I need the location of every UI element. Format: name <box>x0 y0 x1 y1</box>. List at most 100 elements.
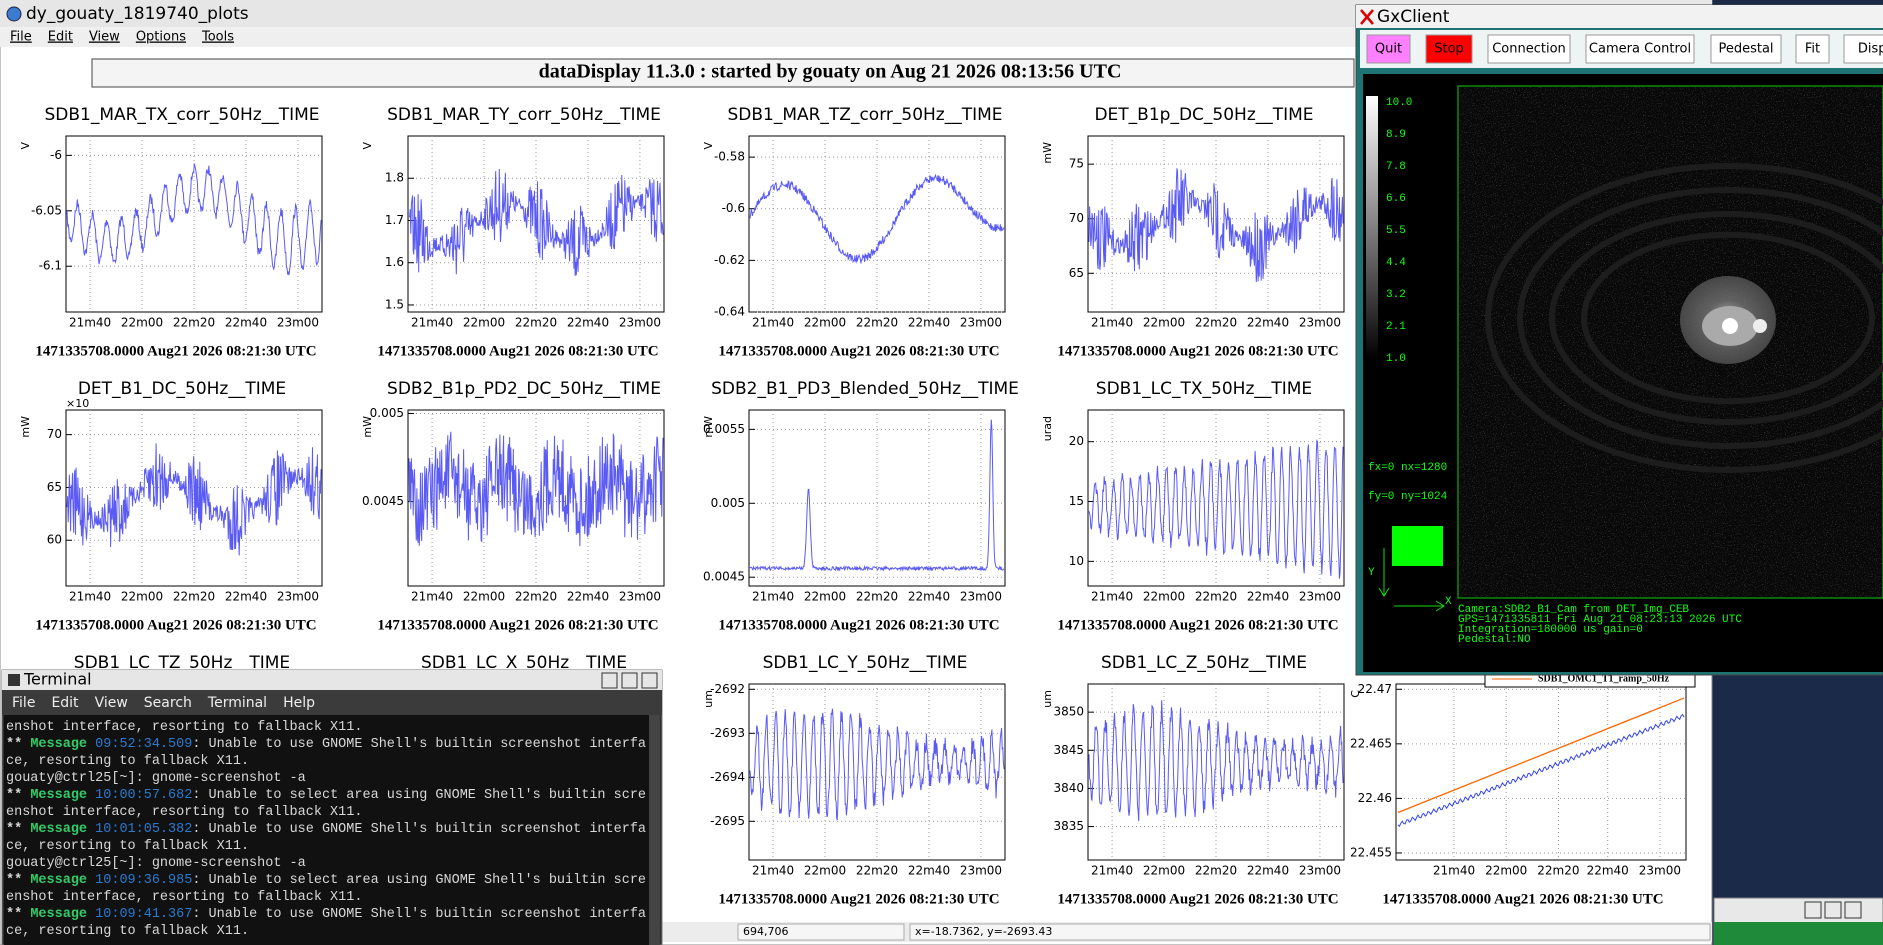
gx-button[interactable] <box>1795 34 1830 64</box>
plot-footer: 1471335708.0000 Aug21 2026 08:21:30 UTC <box>35 617 316 633</box>
x-tick-label: 22m00 <box>1143 864 1185 878</box>
gx-button[interactable] <box>1710 34 1782 64</box>
y-tick-label: 22.46 <box>1358 791 1392 805</box>
gx-button[interactable] <box>1843 34 1883 64</box>
terminal-line: ** Message 09:52:34.509: Unable to use G… <box>6 737 646 752</box>
x-tick-label: 22m20 <box>1195 590 1237 604</box>
min-button[interactable] <box>1804 901 1822 919</box>
y-tick-label: 65 <box>47 480 62 494</box>
trace <box>1397 697 1685 814</box>
terminal-text: gouaty@ctrl25[~]: gnome-screenshot -a <box>6 771 306 786</box>
diffraction-ring <box>1581 231 1875 405</box>
x-tick-label: 23m00 <box>1299 590 1341 604</box>
banner: dataDisplay 11.3.0 : started by gouaty o… <box>539 61 1122 83</box>
y-tick-label: 70 <box>47 427 62 441</box>
scale-label: 5.5 <box>1386 225 1406 237</box>
y-tick-label: 1.7 <box>385 213 404 227</box>
plot-title: SDB2_B1p_PD2_DC_50Hz__TIME <box>387 379 661 399</box>
y-tick-label: 0.0055 <box>703 422 745 436</box>
y-tick-label: 15 <box>1069 494 1084 508</box>
space <box>22 907 30 922</box>
gx-button-label[interactable]: Quit <box>1375 42 1402 57</box>
y-unit: V <box>361 142 374 150</box>
plot-title: SDB1_LC_Z_50Hz__TIME <box>1101 653 1307 673</box>
x-tick-label: 23m00 <box>277 590 319 604</box>
x-tick-label: 22m00 <box>804 864 846 878</box>
terminal-line: gouaty@ctrl25[~]: gnome-screenshot -a <box>6 856 306 871</box>
color-bar <box>1366 96 1378 360</box>
x-tick-label: 22m00 <box>463 590 505 604</box>
x-tick-label: 22m40 <box>908 590 950 604</box>
gx-button-label[interactable]: Stop <box>1434 42 1464 57</box>
x-tick-label: 22m40 <box>908 864 950 878</box>
terminal-prefix: ** <box>6 873 22 888</box>
menu-item[interactable]: Options <box>136 30 186 45</box>
gx-button[interactable] <box>1487 34 1571 64</box>
gx-button[interactable] <box>1585 34 1695 64</box>
menu-item[interactable]: View <box>89 30 120 45</box>
y-tick-label: 3845 <box>1053 743 1084 757</box>
terminal-menu-item[interactable]: Edit <box>51 695 79 711</box>
x-tick-label: 23m00 <box>619 316 661 330</box>
max-button[interactable] <box>621 672 638 689</box>
terminal-menu-item[interactable]: Terminal <box>207 695 267 711</box>
gx-button-label[interactable]: Camera Control <box>1589 42 1691 57</box>
menu-item[interactable]: Edit <box>48 30 73 45</box>
close-button[interactable] <box>1844 901 1862 919</box>
terminal-line: enshot interface, resorting to fallback … <box>6 805 362 820</box>
x-tick-label: 22m20 <box>856 590 898 604</box>
y-tick-label: 0.0045 <box>362 494 404 508</box>
status-position: 694,706 <box>743 925 789 938</box>
x-tick-label: 22m20 <box>515 316 557 330</box>
x-tick-label: 23m00 <box>619 590 661 604</box>
menu-item[interactable]: Tools <box>201 30 234 45</box>
trace <box>749 708 1005 821</box>
terminal-menu-item[interactable]: Search <box>144 695 192 711</box>
terminal-text: ce, resorting to fallback X11. <box>6 839 249 854</box>
y-tick-label: 3835 <box>1053 819 1084 833</box>
space <box>22 822 30 837</box>
app-icon <box>6 6 22 22</box>
terminal-menu-item[interactable]: Help <box>283 695 315 711</box>
x-tick-label: 22m20 <box>515 590 557 604</box>
terminal-time: 10:09:36.985 <box>95 873 192 888</box>
x-tick-label: 21m40 <box>752 590 794 604</box>
y-tick-label: -2694 <box>710 770 745 784</box>
gx-button-label[interactable]: Displ <box>1858 42 1883 57</box>
terminal-text: enshot interface, resorting to fallback … <box>6 890 362 905</box>
y-multiplier: ×10 <box>66 397 89 410</box>
min-button[interactable] <box>601 672 618 689</box>
menu-item[interactable]: File <box>10 30 32 45</box>
close-button[interactable] <box>641 672 658 689</box>
scale-label: 7.8 <box>1386 161 1406 173</box>
terminal-line: enshot interface, resorting to fallback … <box>6 720 362 735</box>
trace <box>408 431 664 547</box>
terminal-menu-item[interactable]: View <box>95 695 128 711</box>
terminal-title-bar <box>2 670 662 690</box>
x-tick-label: 22m40 <box>1247 316 1289 330</box>
gx-button[interactable] <box>1366 34 1411 64</box>
x-tick-label: 23m00 <box>277 316 319 330</box>
plot-title: SDB1_MAR_TY_corr_50Hz__TIME <box>387 105 661 125</box>
y-tick-label: -6.1 <box>39 259 62 273</box>
plot-footer: 1471335708.0000 Aug21 2026 08:21:30 UTC <box>377 617 658 633</box>
x-tick-label: 21m40 <box>411 316 453 330</box>
terminal-menu-item[interactable]: File <box>12 695 35 711</box>
trace <box>66 443 322 556</box>
trace <box>749 173 1005 264</box>
max-button[interactable] <box>1824 901 1842 919</box>
x-tick-label: 23m00 <box>960 590 1002 604</box>
terminal-line: ce, resorting to fallback X11. <box>6 839 249 854</box>
plot-title: SDB1_MAR_TZ_corr_50Hz__TIME <box>727 105 1002 125</box>
gx-button-label[interactable]: Connection <box>1492 42 1566 57</box>
gx-button-label[interactable]: Fit <box>1805 42 1820 57</box>
gx-icon <box>1360 9 1374 25</box>
terminal-tag: Message <box>30 822 87 837</box>
trace <box>1088 700 1344 822</box>
y-tick-label: -2692 <box>710 682 745 696</box>
scale-label: 3.2 <box>1386 289 1406 301</box>
gx-button[interactable] <box>1425 34 1473 64</box>
plot-title: SDB1_MAR_TX_corr_50Hz__TIME <box>44 105 319 125</box>
x-tick-label: 23m00 <box>1639 864 1681 878</box>
gx-button-label[interactable]: Pedestal <box>1718 42 1773 57</box>
